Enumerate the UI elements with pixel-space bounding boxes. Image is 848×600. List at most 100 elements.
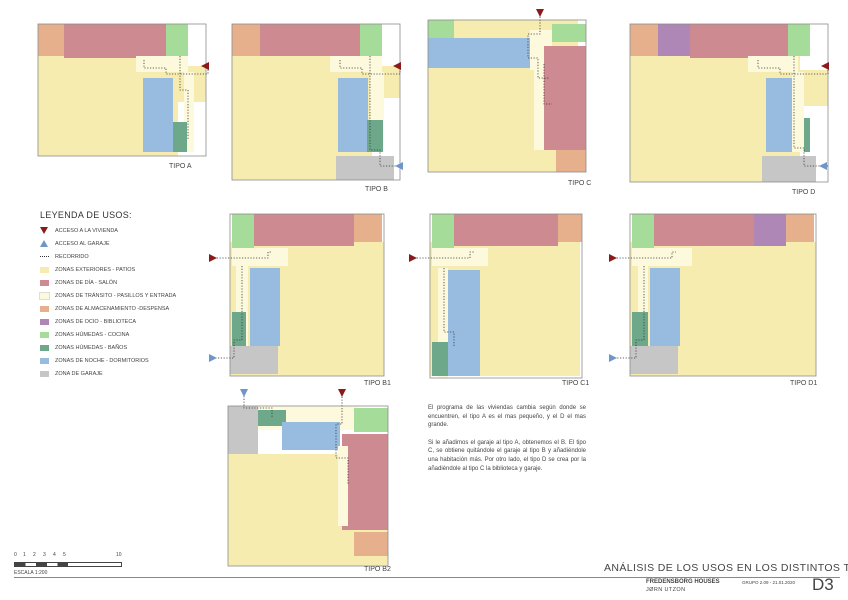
legend-label: ZONAS DE TRÁNSITO - PASILLOS Y ENTRADA	[55, 292, 177, 299]
legend-swatch	[40, 305, 49, 312]
sheet-number: D3	[812, 575, 834, 594]
room-banos	[258, 410, 286, 426]
route-path	[214, 266, 243, 359]
plan-label: TIPO B2	[364, 566, 391, 573]
legend-item: ZONAS HÚMEDAS - COCINA	[40, 328, 176, 341]
room-banos	[432, 342, 448, 376]
scale-ticks: 0 1 2 3 4 5 10	[14, 552, 134, 561]
room-cocina	[552, 24, 586, 42]
legend-swatch	[40, 279, 49, 286]
wall-outline	[227, 405, 389, 567]
legend-swatch	[40, 357, 49, 364]
room-transito	[338, 446, 348, 526]
legend-label: ZONAS DE OCIO - BIBLIOTECA	[55, 318, 136, 325]
description: El programa de las viviendas cambia segú…	[428, 404, 586, 482]
room-dia	[690, 24, 788, 58]
room-cocina	[788, 24, 810, 56]
room-cocina	[360, 24, 382, 56]
garage-arrow-icon	[240, 389, 248, 397]
legend-swatch	[40, 331, 49, 338]
wall-outline	[229, 213, 385, 377]
room-noche	[650, 268, 680, 346]
legend-label: ZONAS HÚMEDAS - BAÑOS	[55, 344, 128, 351]
garage-arrow-icon	[395, 162, 403, 170]
author-name: JØRN UTZON	[646, 587, 686, 593]
legend-swatch	[40, 318, 49, 325]
legend-label: ZONAS DE ALMACENAMIENTO -DESPENSA	[55, 305, 170, 312]
room-dia	[260, 24, 360, 56]
legend-swatch	[40, 266, 49, 273]
room-almacen	[786, 214, 814, 242]
access-arrow-icon	[209, 254, 217, 262]
room-transito	[232, 248, 288, 266]
wall-outline	[427, 19, 587, 173]
room-almacen	[558, 214, 582, 242]
legend-item: ZONAS DE NOCHE - DORMITORIOS	[40, 354, 176, 367]
legend-label: ZONAS DE NOCHE - DORMITORIOS	[55, 357, 149, 364]
scale-bar: 0 1 2 3 4 5 10 ESCALA 1:200	[14, 552, 134, 576]
room-dia	[544, 46, 586, 150]
legend-swatch	[40, 344, 49, 351]
room-cocina	[428, 20, 454, 40]
legend-item: ACCESO AL GARAJE	[40, 237, 176, 250]
legend-label: RECORRIDO	[55, 253, 89, 260]
room-transito	[632, 248, 692, 266]
plan-tipo-b2-drawing	[227, 389, 389, 567]
plan-tipo-d1: TIPO D1	[608, 212, 822, 392]
room-garaje	[762, 156, 816, 182]
room-transito	[748, 56, 798, 72]
scale-graphic	[14, 562, 122, 567]
legend-item: ZONAS DE TRÁNSITO - PASILLOS Y ENTRADA	[39, 289, 177, 302]
plan-label: TIPO A	[169, 163, 192, 170]
legend-swatch	[40, 370, 49, 377]
scale-label: ESCALA 1:200	[14, 570, 48, 576]
access-triangle-icon	[40, 227, 48, 234]
room-dia	[64, 24, 166, 58]
plan-label: TIPO C1	[562, 380, 590, 387]
room-transito	[534, 70, 544, 150]
room-garaje	[228, 406, 258, 456]
legend-item: ZONAS DE OCIO - BIBLIOTECA	[40, 315, 176, 328]
room-garaje	[630, 346, 678, 374]
route-path	[243, 396, 273, 418]
route-path	[793, 56, 828, 167]
scale-tick: 1	[23, 552, 26, 558]
room-cocina	[232, 214, 254, 248]
plan-label: TIPO D	[792, 189, 816, 196]
plan-tipo-d: TIPO D	[628, 20, 838, 198]
route-path	[614, 266, 645, 359]
wall-outline	[429, 213, 583, 379]
room-noche	[766, 78, 796, 152]
access-arrow-icon	[201, 62, 209, 70]
route-path	[414, 251, 474, 259]
legend-label: ZONAS HÚMEDAS - COCINA	[55, 331, 130, 338]
room-ocio	[754, 214, 786, 246]
room-transito	[330, 56, 382, 72]
legend-label: ACCESO A LA VIVIENDA	[55, 227, 118, 234]
legend-label: ZONAS EXTERIORES - PATIOS	[55, 266, 136, 273]
access-arrow-icon	[821, 62, 829, 70]
room-garaje	[336, 156, 394, 180]
route-path	[543, 64, 552, 105]
plan-tipo-c: TIPO C	[426, 8, 596, 190]
legend-item: ZONA DE GARAJE	[40, 367, 176, 380]
garage-arrow-icon	[609, 354, 617, 362]
plan-tipo-b2: TIPO B2	[224, 384, 408, 580]
group-date: GRUPO 2.09 - 21.01.2020	[742, 580, 796, 585]
room-banos	[173, 122, 187, 152]
plan-tipo-c1: TIPO C1	[408, 212, 592, 392]
plan-label: TIPO B1	[364, 380, 391, 387]
room-cocina	[432, 214, 454, 248]
room-garaje	[230, 346, 278, 374]
title-rule	[14, 577, 840, 578]
room-banos	[367, 120, 383, 152]
wall-outline	[629, 23, 829, 183]
room-transito	[432, 248, 488, 266]
route-path	[527, 14, 550, 79]
garage-access-triangle-icon	[40, 240, 48, 247]
room-transito	[792, 72, 804, 152]
sheet-title: ANÁLISIS DE LOS USOS EN LOS DISTINTOS TI…	[604, 562, 848, 574]
scale-tick: 0	[14, 552, 17, 558]
access-arrow-icon	[536, 9, 544, 17]
plan-label: TIPO C	[568, 180, 592, 187]
